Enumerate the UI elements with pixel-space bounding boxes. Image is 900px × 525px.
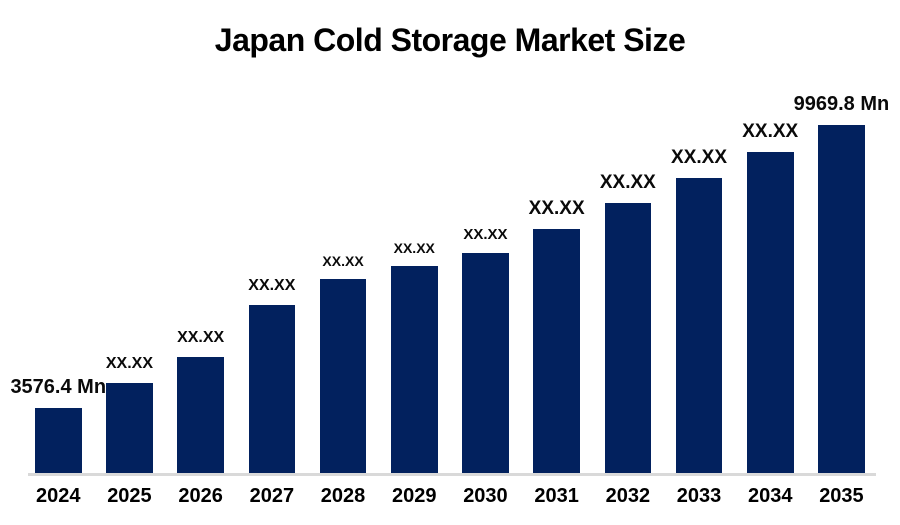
value-label-2035: 9969.8 Mn [793,93,890,115]
x-tick-2032: 2032 [605,485,651,507]
x-tick-2029: 2029 [392,485,437,507]
bar-2034 [747,151,794,473]
x-tick-2030: 2030 [463,485,508,507]
bar-2035 [818,125,865,473]
value-label-2031: XX.XX [528,198,585,219]
bar-2031 [533,229,580,473]
bar-2032 [604,203,652,473]
value-label-2027: XX.XX [248,277,296,294]
chart-title: Japan Cold Storage Market Size [214,22,686,58]
bar-2027 [248,305,296,473]
value-label-2024: 3576.4 Mn [10,376,107,398]
value-label-2026: XX.XX [177,328,225,346]
x-tick-2027: 2027 [249,485,295,507]
value-label-2029: XX.XX [393,240,435,256]
bar-2029 [391,266,438,473]
value-label-2032: XX.XX [599,172,656,193]
value-label-2030: XX.XX [463,226,508,243]
bar-2025 [106,382,153,473]
x-tick-2024: 2024 [36,485,81,507]
x-tick-2028: 2028 [320,485,366,507]
x-tick-2025: 2025 [107,485,152,507]
x-tick-2034: 2034 [748,485,793,507]
bar-2030 [462,253,509,473]
x-axis-line [28,472,876,476]
bar-2033 [675,177,723,473]
value-label-2033: XX.XX [671,146,728,168]
x-tick-2026: 2026 [178,485,223,507]
bar-2026 [177,356,224,473]
value-label-2028: XX.XX [322,252,364,269]
x-tick-2031: 2031 [534,485,579,507]
bar-2024 [35,408,82,473]
bar-2028 [319,278,367,473]
x-tick-2035: 2035 [819,485,864,507]
value-label-2034: XX.XX [742,120,799,142]
x-tick-2033: 2033 [676,485,722,507]
value-label-2025: XX.XX [105,354,153,372]
